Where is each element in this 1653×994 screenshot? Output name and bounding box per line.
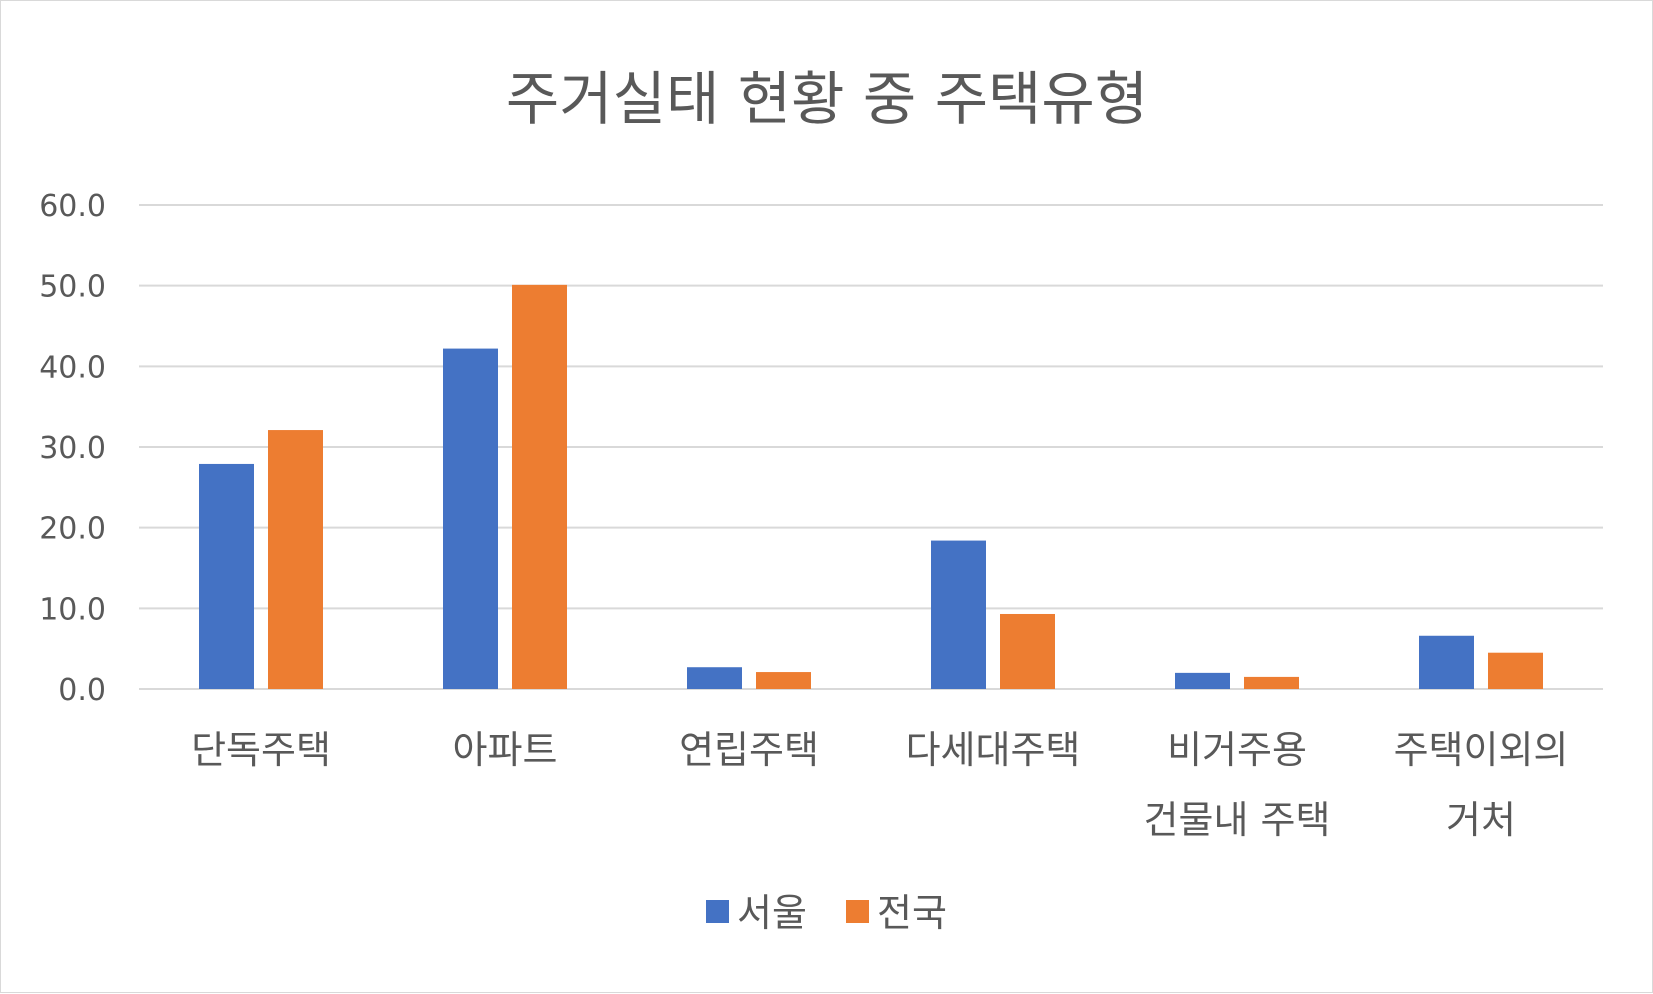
bar-전국-5 [1488, 652, 1543, 689]
y-tick-label: 10.0 [39, 592, 106, 627]
bar-서울-2 [687, 667, 742, 689]
x-category-label: 건물내 주택 [1144, 798, 1331, 842]
bar-서울-1 [443, 348, 498, 689]
bar-전국-2 [756, 672, 811, 689]
y-tick-label: 30.0 [39, 431, 106, 466]
y-tick-label: 40.0 [39, 350, 106, 385]
legend: 서울 전국 [706, 891, 947, 935]
x-category-label: 다세대주택 [906, 728, 1081, 772]
x-category-label: 연립주택 [679, 728, 819, 772]
chart-title: 주거실태 현황 중 주택유형 [506, 65, 1148, 133]
bar-전국-4 [1244, 676, 1299, 689]
bar-서울-3 [931, 540, 986, 689]
x-category-label: 비거주용 [1167, 728, 1307, 772]
x-category-label: 주택이외의 [1394, 728, 1569, 772]
legend-label: 서울 [737, 891, 807, 935]
y-tick-label: 20.0 [39, 512, 106, 547]
bars [199, 284, 1543, 689]
legend-swatch [846, 900, 869, 923]
bar-전국-0 [268, 430, 323, 689]
bar-서울-5 [1419, 635, 1474, 689]
legend-swatch [706, 900, 729, 923]
y-tick-label: 50.0 [39, 270, 106, 305]
legend-label: 전국 [877, 891, 947, 935]
bar-전국-1 [512, 284, 567, 689]
y-axis: 0.0 10.0 20.0 30.0 40.0 50.0 60.0 [39, 189, 106, 708]
x-category-label: 거처 [1446, 798, 1516, 842]
gridlines [139, 204, 1603, 690]
y-tick-label: 0.0 [58, 673, 106, 708]
y-tick-label: 60.0 [39, 189, 106, 224]
bar-서울-0 [199, 463, 254, 689]
bar-전국-3 [1000, 613, 1055, 689]
bar-서울-4 [1175, 672, 1230, 689]
x-category-label: 단독주택 [191, 728, 331, 772]
x-category-label: 아파트 [453, 728, 558, 772]
